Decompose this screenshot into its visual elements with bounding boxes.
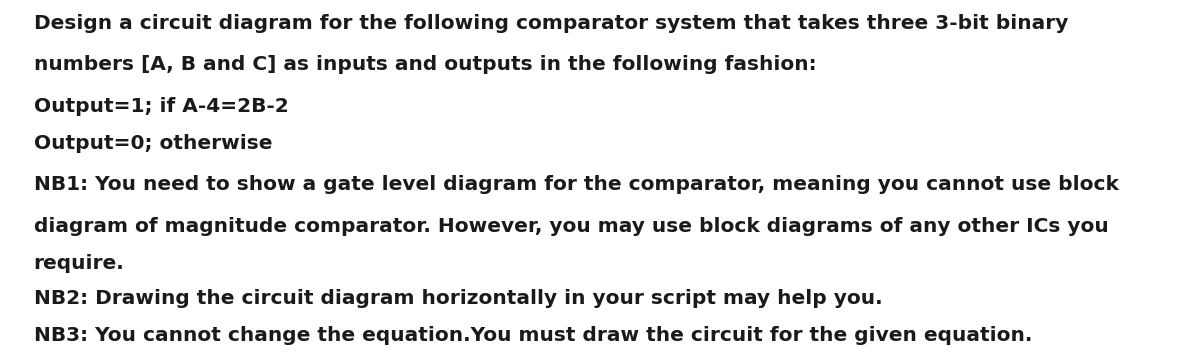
Text: NB1: You need to show a gate level diagram for the comparator, meaning you canno: NB1: You need to show a gate level diagr… [34,176,1118,194]
Text: Design a circuit diagram for the following comparator system that takes three 3-: Design a circuit diagram for the followi… [34,14,1068,33]
Text: NB2: Drawing the circuit diagram horizontally in your script may help you.: NB2: Drawing the circuit diagram horizon… [34,289,882,308]
Text: NB3: You cannot change the equation.You must draw the circuit for the given equa: NB3: You cannot change the equation.You … [34,326,1032,345]
Text: Output=0; otherwise: Output=0; otherwise [34,134,272,153]
Text: Output=1; if A-4=2B-2: Output=1; if A-4=2B-2 [34,97,288,116]
Text: numbers [A, B and C] as inputs and outputs in the following fashion:: numbers [A, B and C] as inputs and outpu… [34,56,816,74]
Text: diagram of magnitude comparator. However, you may use block diagrams of any othe: diagram of magnitude comparator. However… [34,217,1109,236]
Text: require.: require. [34,254,125,273]
